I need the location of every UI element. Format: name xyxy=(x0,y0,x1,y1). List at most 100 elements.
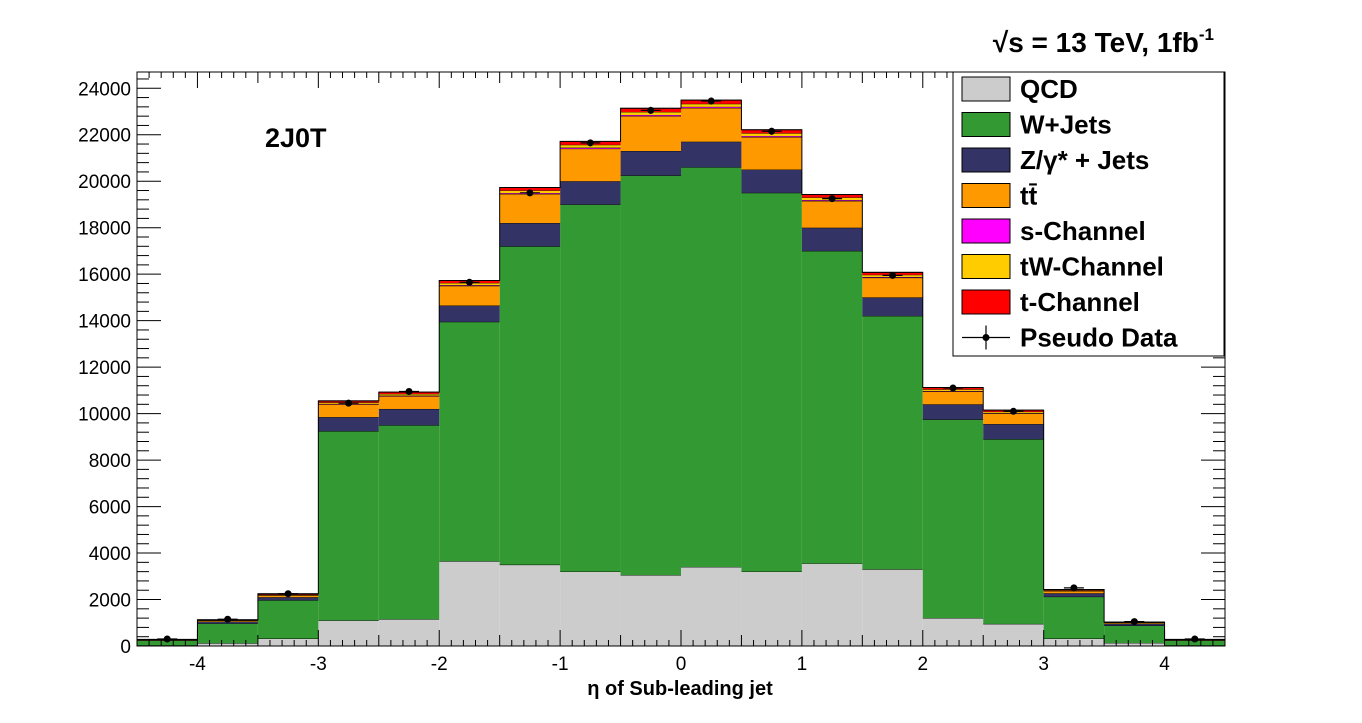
bar-z-jets xyxy=(621,151,681,175)
bar-z-jets xyxy=(1044,593,1104,596)
bar-z-jets xyxy=(983,424,1043,439)
bar-tt xyxy=(681,108,741,142)
bar-z-jets xyxy=(318,417,378,431)
legend-label-s-channel: s-Channel xyxy=(1020,216,1146,246)
bar-z-jets xyxy=(862,297,922,316)
data-point xyxy=(1191,636,1198,643)
legend-label-tt: tt̄ xyxy=(1020,181,1038,211)
data-point xyxy=(345,400,352,407)
data-point xyxy=(647,107,654,114)
y-tick-label: 12000 xyxy=(78,358,131,379)
legend-label-z-jets: Z/γ* + Jets xyxy=(1020,145,1149,175)
data-point xyxy=(164,636,171,643)
bar-w-jets xyxy=(741,193,801,572)
bar-w-jets xyxy=(802,251,862,564)
legend-swatch-tt xyxy=(962,184,1010,208)
chart-title-superscript: -1 xyxy=(1199,25,1214,44)
bar-w-jets xyxy=(258,600,318,638)
chart-title: √s = 13 TeV, 1fb-1 xyxy=(993,25,1214,58)
legend-label-t-channel: t-Channel xyxy=(1020,287,1140,317)
bar-z-jets xyxy=(681,142,741,168)
bar-tt xyxy=(439,286,499,306)
y-tick-label: 18000 xyxy=(78,219,131,240)
y-tick-label: 20000 xyxy=(78,172,131,193)
legend-label-w-jets: W+Jets xyxy=(1020,110,1112,140)
bar-tt xyxy=(802,201,862,228)
data-point xyxy=(406,388,413,395)
bar-qcd xyxy=(862,569,922,646)
legend-label-pseudo-data: Pseudo Data xyxy=(1020,323,1178,353)
data-point xyxy=(1070,584,1077,591)
x-tick-label: -4 xyxy=(189,654,206,675)
data-point xyxy=(526,189,533,196)
y-tick-label: 24000 xyxy=(78,79,131,100)
bar-w-jets xyxy=(621,175,681,575)
bar-qcd xyxy=(983,624,1043,646)
bar-qcd xyxy=(923,618,983,646)
bar-tt xyxy=(983,414,1043,424)
bar-qcd xyxy=(318,620,378,646)
bar-w-jets xyxy=(862,316,922,569)
bar-w-jets xyxy=(439,322,499,561)
bar-w-jets xyxy=(923,419,983,618)
x-tick-label: -3 xyxy=(310,654,327,675)
category-label: 2J0T xyxy=(265,123,327,153)
data-point xyxy=(708,98,715,105)
x-tick-label: -2 xyxy=(431,654,448,675)
bar-w-jets xyxy=(379,425,439,619)
bar-tt xyxy=(621,116,681,151)
x-tick-label: 4 xyxy=(1159,654,1170,675)
bar-tt xyxy=(862,278,922,298)
legend-label-tw-channel: tW-Channel xyxy=(1020,252,1164,282)
data-point xyxy=(224,616,231,623)
bar-qcd xyxy=(500,565,560,646)
y-tick-label: 6000 xyxy=(89,498,131,519)
legend-swatch-qcd xyxy=(962,77,1010,101)
data-point xyxy=(829,195,836,202)
bar-tt xyxy=(500,194,560,223)
y-tick-label: 22000 xyxy=(78,126,131,147)
bar-z-jets xyxy=(741,170,801,193)
data-point xyxy=(1131,618,1138,625)
bar-qcd xyxy=(1044,639,1104,646)
bar-z-jets xyxy=(379,409,439,425)
legend-swatch-tw-channel xyxy=(962,255,1010,279)
bar-tt xyxy=(560,149,620,182)
bar-qcd xyxy=(379,619,439,646)
bar-w-jets xyxy=(1044,597,1104,639)
legend-swatch-w-jets xyxy=(962,113,1010,137)
bar-qcd xyxy=(258,639,318,646)
data-point xyxy=(466,279,473,286)
data-point xyxy=(285,590,292,597)
legend-label-qcd: QCD xyxy=(1020,74,1078,104)
bar-qcd xyxy=(681,567,741,646)
data-point xyxy=(768,128,775,135)
bar-qcd xyxy=(621,575,681,646)
bar-tt xyxy=(741,137,801,170)
y-tick-label: 0 xyxy=(120,637,131,658)
legend-swatch-z-jets xyxy=(962,148,1010,172)
legend-swatch-t-channel xyxy=(962,290,1010,314)
x-tick-label: 2 xyxy=(917,654,928,675)
legend: QCD W+Jets Z/γ* + Jets tt̄ s-Channel tW-Chann… xyxy=(953,72,1224,356)
y-tick-label: 2000 xyxy=(89,591,131,612)
bar-z-jets xyxy=(802,228,862,251)
y-tick-label: 4000 xyxy=(89,544,131,565)
y-tick-label: 8000 xyxy=(89,451,131,472)
bar-z-jets xyxy=(500,223,560,246)
bar-w-jets xyxy=(318,431,378,620)
bar-z-jets xyxy=(923,404,983,419)
legend-marker-point xyxy=(983,334,990,341)
bar-qcd xyxy=(802,564,862,646)
bar-z-jets xyxy=(439,306,499,322)
x-tick-label: -1 xyxy=(552,654,569,675)
x-tick-label: 3 xyxy=(1038,654,1049,675)
bar-w-jets xyxy=(197,623,257,643)
data-point xyxy=(1010,408,1017,415)
x-tick-label: 0 xyxy=(676,654,687,675)
data-point xyxy=(889,272,896,279)
bar-w-jets xyxy=(681,167,741,567)
y-tick-label: 14000 xyxy=(78,312,131,333)
